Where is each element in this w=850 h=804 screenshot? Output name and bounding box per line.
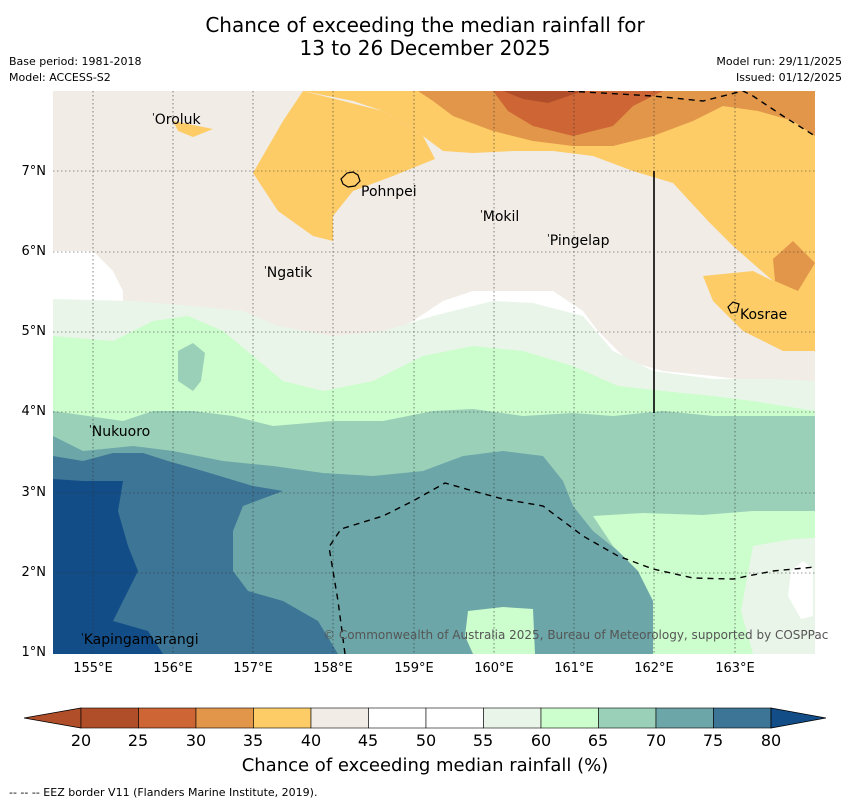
colorbar-60-65 (540, 707, 599, 729)
place-ngatik-label: Ngatik (266, 265, 313, 281)
lat-label-3n: 3°N (21, 485, 47, 500)
colorbar-35-40 (253, 707, 312, 729)
lon-label-162e: 162°E (634, 661, 674, 676)
meta-left: Base period: 1981-2018 Model: ACCESS-S2 (9, 54, 141, 86)
colorbar-title: Chance of exceeding median rainfall (%) (241, 755, 609, 776)
colorbar-label-70: 70 (645, 731, 667, 750)
band-65-70 (178, 343, 205, 391)
lat-label-1n: 1°N (21, 645, 47, 660)
colorbar-label-25: 25 (127, 731, 149, 750)
eez-border (328, 91, 815, 654)
colorbar-label-65: 65 (587, 731, 609, 750)
band-45-55 (788, 561, 813, 619)
colorbar-label-80: 80 (760, 731, 782, 750)
colorbar-65-70 (598, 707, 657, 729)
colorbar (24, 707, 826, 729)
lon-label-157e: 157°E (233, 661, 273, 676)
colorbar-over-arrow (770, 707, 826, 729)
model-run: Model run: 29/11/2025 (716, 55, 842, 68)
colorbar-under-arrow (24, 707, 82, 729)
band-60-65 (465, 607, 535, 654)
lon-label-161e: 161°E (554, 661, 594, 676)
colorbar-label-35: 35 (242, 731, 264, 750)
colorbar-30-35 (195, 707, 254, 729)
lon-label-163e: 163°E (715, 661, 755, 676)
band-35-40 (703, 271, 815, 351)
lat-label-5n: 5°N (21, 324, 47, 339)
eez-footnote: -- -- -- EEZ border V11 (Flanders Marine… (9, 786, 318, 799)
colorbar-20-25 (80, 707, 139, 729)
band-20-25 (503, 91, 583, 103)
colorbar-label-30: 30 (185, 731, 207, 750)
place-oroluk-label: Oroluk (154, 112, 201, 128)
place-pohnpei: Pohnpei (361, 184, 417, 200)
band-35-40 (303, 91, 815, 326)
colorbar-55-60 (483, 707, 542, 729)
place-mokil: 'Mokil (480, 209, 520, 225)
colorbar-label-40: 40 (300, 731, 322, 750)
band-75-80 (53, 453, 338, 654)
band-25-30 (493, 91, 663, 136)
band-gt80 (53, 479, 163, 654)
band-35-40 (173, 121, 213, 137)
band-30-35 (773, 241, 815, 291)
lat-label-2n: 2°N (21, 565, 47, 580)
title-line-2: 13 to 26 December 2025 (299, 36, 551, 60)
colorbar-label-55: 55 (472, 731, 494, 750)
colorbar-label-75: 75 (702, 731, 724, 750)
model-name: Model: ACCESS-S2 (9, 71, 111, 84)
band-35-40 (253, 91, 435, 241)
place-ngatik: 'Ngatik (264, 265, 313, 281)
place-pingelap: 'Pingelap (547, 233, 610, 249)
map-title: Chance of exceeding the median rainfall … (0, 14, 850, 60)
place-kapingamarangi-label: Kapingamarangi (83, 632, 199, 648)
colorbar-label-20: 20 (70, 731, 92, 750)
colorbar-75-80 (713, 707, 772, 729)
pohnpei-island (340, 171, 361, 188)
colorbar-label-45: 45 (357, 731, 379, 750)
rainfall-map (53, 91, 815, 654)
place-kosrae: Kosrae (740, 307, 788, 323)
colorbar-label-60: 60 (530, 731, 552, 750)
lat-label-7n: 7°N (21, 164, 47, 179)
place-kapingamarangi: 'Kapingamarangi (81, 632, 199, 648)
place-oroluk: 'Oroluk (152, 112, 201, 128)
colorbar-40-45 (310, 707, 369, 729)
place-pingelap-label: Pingelap (549, 233, 610, 249)
lon-label-155e: 155°E (73, 661, 113, 676)
issued-date: Issued: 01/12/2025 (735, 71, 842, 84)
meta-right: Model run: 29/11/2025 Issued: 01/12/2025 (716, 54, 842, 86)
title-line-1: Chance of exceeding the median rainfall … (205, 13, 645, 37)
lat-label-4n: 4°N (21, 404, 47, 419)
lon-label-160e: 160°E (474, 661, 514, 676)
lon-label-156e: 156°E (153, 661, 193, 676)
colorbar-25-30 (138, 707, 197, 729)
lon-label-158e: 158°E (313, 661, 353, 676)
colorbar-70-75 (655, 707, 714, 729)
base-period: Base period: 1981-2018 (9, 55, 142, 68)
colorbar-label-50: 50 (415, 731, 437, 750)
place-nukuoro: 'Nukuoro (89, 424, 151, 440)
copyright-notice: © Commonwealth of Australia 2025, Bureau… (323, 628, 829, 642)
lat-label-6n: 6°N (21, 244, 47, 259)
colorbar-45-50 (368, 707, 427, 729)
lon-label-159e: 159°E (394, 661, 434, 676)
place-mokil-label: Mokil (482, 209, 520, 225)
place-nukuoro-label: Nukuoro (91, 424, 151, 440)
colorbar-50-55 (425, 707, 484, 729)
kosrae-island (727, 301, 740, 314)
